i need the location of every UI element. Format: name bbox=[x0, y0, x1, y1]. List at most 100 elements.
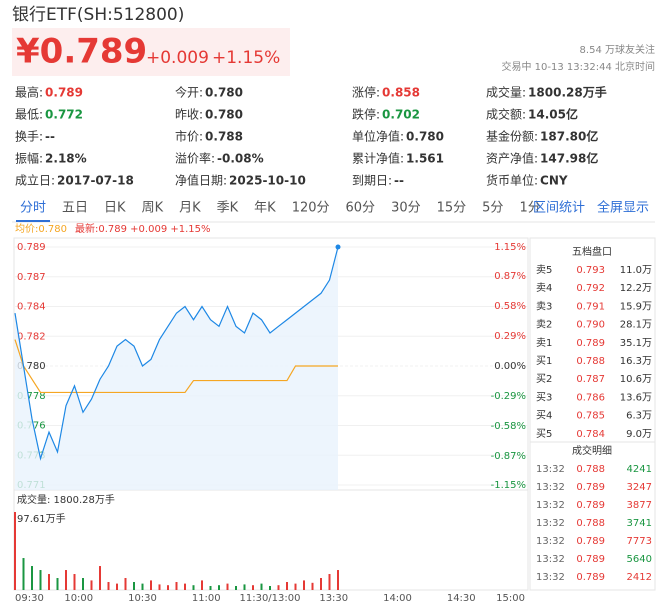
last-dot bbox=[335, 244, 341, 250]
volume-bar bbox=[31, 566, 33, 590]
volume-bar bbox=[82, 578, 84, 590]
volume-bar bbox=[184, 583, 186, 590]
legend: 均价:0.780 bbox=[15, 223, 67, 235]
volume-bar bbox=[22, 558, 25, 590]
volume-bar bbox=[303, 580, 305, 590]
tab[interactable]: 周K bbox=[142, 201, 164, 216]
tab[interactable]: 5分 bbox=[482, 201, 503, 216]
book-label: 卖2 bbox=[536, 319, 552, 331]
x-tick-label: 14:30 bbox=[447, 593, 476, 604]
tab[interactable]: 60分 bbox=[346, 201, 376, 216]
change-pct: +1.15% bbox=[212, 48, 280, 68]
trade-price: 0.789 bbox=[576, 482, 605, 493]
y-tick-label: 0.780 bbox=[17, 361, 46, 372]
y-tick-label: 0.778 bbox=[17, 391, 46, 402]
volume-bar bbox=[167, 585, 169, 590]
stat-value: 0.780 bbox=[406, 130, 444, 144]
trade-time: 13:32 bbox=[536, 500, 565, 511]
stat-value: 0.780 bbox=[205, 108, 243, 122]
avg-line bbox=[14, 339, 338, 394]
y2-tick-label: 0.87% bbox=[494, 271, 526, 282]
volume-bar bbox=[192, 585, 195, 590]
y2-tick-label: -1.15% bbox=[491, 480, 526, 491]
stat-value: 0.788 bbox=[205, 130, 243, 144]
tab[interactable]: 1分 bbox=[519, 201, 540, 216]
x-tick-label: 13:30 bbox=[319, 593, 348, 604]
volume-bar bbox=[286, 582, 288, 590]
tab[interactable]: 季K bbox=[217, 201, 239, 216]
stat-label: 到期日: bbox=[352, 174, 392, 188]
trade-price: 0.789 bbox=[576, 536, 605, 547]
x-tick-label: 10:30 bbox=[128, 593, 157, 604]
tab[interactable]: 年K bbox=[254, 201, 276, 216]
volume-bar bbox=[209, 586, 212, 590]
book-price: 0.790 bbox=[576, 320, 605, 331]
y-tick-label: 0.784 bbox=[17, 302, 46, 313]
stat-label: 换手: bbox=[15, 130, 43, 144]
y2-tick-label: -0.58% bbox=[491, 421, 526, 432]
stat-label: 资产净值: bbox=[486, 151, 538, 166]
volume-bar bbox=[277, 585, 280, 590]
stat-value: CNY bbox=[540, 174, 568, 188]
stat-label: 成立日: bbox=[15, 173, 55, 188]
tab[interactable]: 120分 bbox=[292, 201, 330, 216]
stat-label: 净值日期: bbox=[175, 173, 227, 188]
book-price: 0.791 bbox=[576, 301, 605, 312]
stat-label: 货币单位: bbox=[486, 173, 538, 188]
volume-bar bbox=[226, 583, 229, 590]
tab[interactable]: 五日 bbox=[62, 201, 88, 216]
y-tick-label: 0.782 bbox=[17, 331, 46, 342]
stat-value: 2017-07-18 bbox=[57, 174, 134, 188]
volume-bar bbox=[99, 566, 101, 590]
volume-bar bbox=[150, 580, 152, 590]
y-tick-label: 0.787 bbox=[17, 272, 46, 283]
y2-tick-label: 0.00% bbox=[494, 361, 526, 372]
tab[interactable]: 分时 bbox=[20, 201, 46, 216]
volume-bar bbox=[235, 586, 237, 590]
tab[interactable]: 日K bbox=[104, 201, 126, 216]
stat-label: 振幅: bbox=[15, 151, 43, 166]
volume-bar bbox=[269, 586, 271, 590]
stat-value: 0.772 bbox=[45, 108, 83, 122]
trade-time: 13:32 bbox=[536, 536, 565, 547]
trade-volume: 7773 bbox=[627, 536, 652, 547]
book-price: 0.792 bbox=[576, 283, 605, 294]
volume-bar bbox=[56, 578, 59, 590]
trade-time: 13:32 bbox=[536, 518, 565, 529]
trade-price: 0.789 bbox=[576, 554, 605, 565]
trade-time: 13:32 bbox=[536, 572, 565, 583]
volume-bar bbox=[294, 583, 297, 590]
stat-label: 成交量: bbox=[486, 85, 526, 100]
link[interactable]: 区间统计 bbox=[533, 201, 585, 216]
stat-label: 今开: bbox=[175, 85, 203, 100]
book-frame bbox=[529, 237, 656, 591]
book-price: 0.788 bbox=[576, 356, 605, 367]
x-tick-label: 10:00 bbox=[64, 593, 93, 604]
y2-tick-label: -0.87% bbox=[491, 451, 526, 462]
trade-time: 13:32 bbox=[536, 482, 565, 493]
volume-bar bbox=[201, 580, 203, 590]
x-tick-label: 09:30 bbox=[15, 593, 44, 604]
y2-tick-label: 0.29% bbox=[494, 331, 526, 342]
book-price: 0.789 bbox=[576, 338, 605, 349]
stat-value: 187.80亿 bbox=[540, 129, 598, 144]
tab[interactable]: 月K bbox=[179, 201, 201, 216]
book-label: 卖1 bbox=[536, 337, 552, 349]
volume-bar bbox=[48, 574, 50, 590]
stat-label: 跌停: bbox=[352, 107, 380, 122]
stat-label: 最高: bbox=[15, 85, 43, 100]
book-price: 0.793 bbox=[576, 265, 605, 276]
volume-bar bbox=[65, 570, 67, 590]
book-volume: 9.0万 bbox=[626, 429, 652, 440]
tab[interactable]: 15分 bbox=[437, 201, 467, 216]
status: 交易中 10-13 13:32:44 北京时间 bbox=[501, 60, 655, 73]
followers: 8.54 万球友关注 bbox=[580, 43, 655, 56]
stat-label: 成交额: bbox=[486, 107, 526, 122]
tab[interactable]: 30分 bbox=[391, 201, 421, 216]
trade-price: 0.789 bbox=[576, 500, 605, 511]
trade-volume: 2412 bbox=[627, 572, 652, 583]
link[interactable]: 全屏显示 bbox=[597, 200, 649, 216]
trade-time: 13:32 bbox=[536, 554, 565, 565]
volume-bar bbox=[337, 570, 339, 590]
volume-bar bbox=[243, 584, 246, 590]
